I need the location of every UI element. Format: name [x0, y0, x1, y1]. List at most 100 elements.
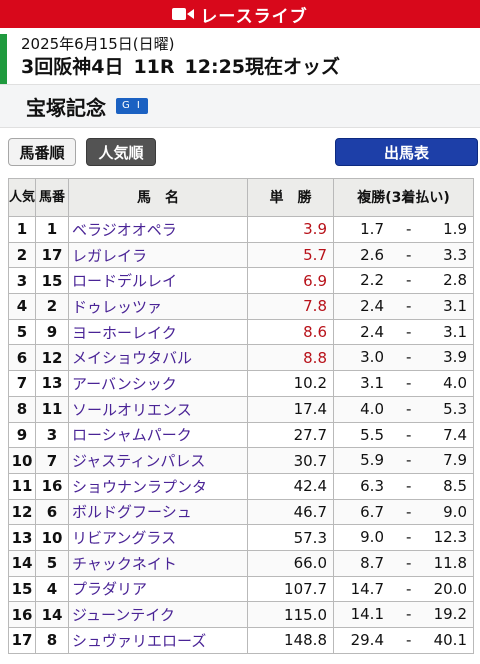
- horse-name-link[interactable]: ジャスティンパレス: [68, 447, 248, 474]
- place-odds-min: 5.5: [360, 425, 384, 444]
- table-row[interactable]: 13 10 リビアングラス 57.3 9.0 - 12.3: [8, 524, 474, 551]
- popularity-rank: 9: [8, 421, 36, 449]
- table-row[interactable]: 2 17 レガレイラ 5.7 2.6 - 3.3: [8, 241, 474, 269]
- popularity-rank: 12: [8, 498, 36, 526]
- race-name: 宝塚記念: [26, 95, 106, 120]
- place-odds-separator: -: [406, 425, 412, 444]
- horse-name-link[interactable]: ヨーホーレイク: [68, 318, 248, 346]
- table-row[interactable]: 9 3 ローシャムパーク 27.7 5.5 - 7.4: [8, 421, 474, 449]
- popularity-rank: 16: [8, 601, 36, 628]
- place-odds-separator: -: [406, 348, 412, 367]
- popularity-rank: 13: [8, 524, 36, 551]
- horse-name-link[interactable]: シュヴァリエローズ: [68, 627, 248, 654]
- win-odds: 27.7: [247, 421, 334, 449]
- place-odds: 2.4 - 3.1: [333, 293, 474, 320]
- odds-table-header: 人気 馬番 馬 名 単 勝 複勝(3着払い): [8, 178, 474, 217]
- place-odds-separator: -: [406, 476, 412, 495]
- place-odds-min: 3.1: [360, 374, 384, 393]
- horse-name-link[interactable]: ベラジオオペラ: [68, 216, 248, 243]
- place-odds-max: 4.0: [443, 374, 467, 393]
- race-card-button[interactable]: 出馬表: [335, 138, 478, 166]
- place-odds: 4.0 - 5.3: [333, 395, 474, 423]
- horse-name-link[interactable]: ボルドグフーシュ: [68, 498, 248, 526]
- horse-name-link[interactable]: リビアングラス: [68, 524, 248, 551]
- horse-name-link[interactable]: ロードデルレイ: [68, 267, 248, 295]
- table-row[interactable]: 6 12 メイショウタバル 8.8 3.0 - 3.9: [8, 344, 474, 372]
- table-row[interactable]: 12 6 ボルドグフーシュ 46.7 6.7 - 9.0: [8, 498, 474, 526]
- horse-number: 4: [35, 575, 69, 603]
- place-odds-min: 8.7: [360, 553, 384, 572]
- header-number[interactable]: 馬番: [35, 178, 69, 217]
- place-odds-separator: -: [406, 528, 412, 547]
- horse-name-link[interactable]: ショウナンラプンタ: [68, 472, 248, 500]
- win-odds: 7.8: [247, 293, 334, 320]
- table-row[interactable]: 4 2 ドゥレッツァ 7.8 2.4 - 3.1: [8, 293, 474, 320]
- horse-number: 6: [35, 498, 69, 526]
- popularity-rank: 8: [8, 395, 36, 423]
- place-odds-max: 3.3: [443, 245, 467, 264]
- popularity-rank: 5: [8, 318, 36, 346]
- race-info: 2025年6月15日(日曜) 3回阪神4日 11R 12:25現在オッズ: [0, 34, 480, 84]
- place-odds-max: 3.1: [443, 322, 467, 341]
- popularity-rank: 7: [8, 370, 36, 397]
- place-odds: 6.3 - 8.5: [333, 472, 474, 500]
- horse-name-link[interactable]: ソールオリエンス: [68, 395, 248, 423]
- popularity-rank: 2: [8, 241, 36, 269]
- place-odds-separator: -: [406, 220, 412, 238]
- win-odds: 8.6: [247, 318, 334, 346]
- table-row[interactable]: 14 5 チャックネイト 66.0 8.7 - 11.8: [8, 549, 474, 577]
- horse-number: 13: [35, 370, 69, 397]
- place-odds-max: 2.8: [443, 271, 467, 290]
- horse-name-link[interactable]: ジューンテイク: [68, 601, 248, 628]
- horse-name-link[interactable]: アーバンシック: [68, 370, 248, 397]
- place-odds-min: 2.4: [360, 322, 384, 341]
- horse-name-link[interactable]: プラダリア: [68, 575, 248, 603]
- place-odds-max: 8.5: [443, 476, 467, 495]
- odds-table-wrap: 人気 馬番 馬 名 単 勝 複勝(3着払い) 1 1 ベラジオオペラ 3.9 1.7-1…: [8, 178, 474, 654]
- horse-name-link[interactable]: チャックネイト: [68, 549, 248, 577]
- header-horse-name: 馬 名: [68, 178, 248, 217]
- place-odds-min: 29.4: [350, 631, 384, 649]
- table-row[interactable]: 11 16 ショウナンラプンタ 42.4 6.3 - 8.5: [8, 472, 474, 500]
- horse-name-link[interactable]: メイショウタバル: [68, 344, 248, 372]
- place-odds-max: 12.3: [433, 528, 467, 547]
- win-odds: 8.8: [247, 344, 334, 372]
- table-row[interactable]: 15 4 プラダリア 107.7 14.7 - 20.0: [8, 575, 474, 603]
- sort-by-number-button[interactable]: 馬番順: [8, 138, 76, 166]
- win-odds: 42.4: [247, 472, 334, 500]
- place-odds-max: 9.0: [443, 502, 467, 521]
- win-odds: 46.7: [247, 498, 334, 526]
- table-row[interactable]: 17 8 シュヴァリエローズ 148.8 29.4 - 40.1: [8, 627, 474, 654]
- race-live-label: レースライブ: [200, 6, 308, 27]
- sort-by-popularity-button[interactable]: 人気順: [86, 138, 156, 166]
- place-odds-max: 19.2: [433, 605, 467, 624]
- place-odds-separator: -: [406, 553, 412, 572]
- header-rank[interactable]: 人気: [8, 178, 36, 217]
- place-odds-min: 2.2: [360, 271, 384, 290]
- popularity-rank: 17: [8, 627, 36, 654]
- place-odds: 1.7 - 1.9: [333, 216, 474, 243]
- place-odds-min: 1.7: [360, 220, 384, 238]
- place-odds: 8.7 - 11.8: [333, 549, 474, 577]
- grade-badge: G I: [116, 98, 148, 114]
- place-odds-max: 40.1: [433, 631, 467, 649]
- horse-name-link[interactable]: レガレイラ: [68, 241, 248, 269]
- table-row[interactable]: 1 1 ベラジオオペラ 3.9 1.7-1.9: [8, 216, 474, 243]
- table-row[interactable]: 10 7 ジャスティンパレス 30.7 5.9 - 7.9: [8, 447, 474, 474]
- popularity-rank: 15: [8, 575, 36, 603]
- odds-table: 人気 馬番 馬 名 単 勝 複勝(3着払い) 1 1 ベラジオオペラ 3.9 1.7-1…: [8, 178, 474, 654]
- table-row[interactable]: 3 15 ロードデルレイ 6.9 2.2 - 2.8: [8, 267, 474, 295]
- horse-name-link[interactable]: ドゥレッツァ: [68, 293, 248, 320]
- table-row[interactable]: 7 13 アーバンシック 10.2 3.1 - 4.0: [8, 370, 474, 397]
- place-odds: 3.1 - 4.0: [333, 370, 474, 397]
- horse-number: 7: [35, 447, 69, 474]
- win-odds: 5.7: [247, 241, 334, 269]
- table-row[interactable]: 16 14 ジューンテイク 115.0 14.1 - 19.2: [8, 601, 474, 628]
- place-odds-max: 20.0: [433, 579, 467, 598]
- table-row[interactable]: 8 11 ソールオリエンス 17.4 4.0 - 5.3: [8, 395, 474, 423]
- horse-name-link[interactable]: ローシャムパーク: [68, 421, 248, 449]
- table-row[interactable]: 5 9 ヨーホーレイク 8.6 2.4 - 3.1: [8, 318, 474, 346]
- popularity-rank: 6: [8, 344, 36, 372]
- race-live-bar[interactable]: レースライブ: [0, 0, 480, 28]
- place-odds-max: 3.9: [443, 348, 467, 367]
